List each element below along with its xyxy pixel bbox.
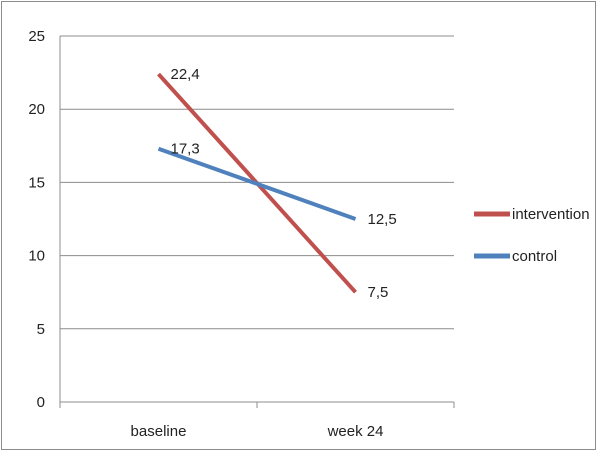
data-label: 17,3 (171, 141, 200, 158)
x-tick-label: baseline (131, 423, 187, 440)
y-tick-label: 0 (37, 394, 45, 411)
data-label: 12,5 (368, 211, 397, 228)
y-tick-label: 10 (28, 248, 45, 265)
x-tick-label: week 24 (327, 423, 384, 440)
legend-label: intervention (512, 206, 590, 223)
legend-label: control (512, 248, 557, 265)
y-tick-label: 15 (28, 174, 45, 191)
y-tick-label: 5 (37, 321, 45, 338)
y-tick-label: 25 (28, 28, 45, 45)
y-tick-label: 20 (28, 101, 45, 118)
series-line-control (157, 146, 357, 221)
data-label: 7,5 (368, 284, 389, 301)
data-label: 22,4 (171, 66, 200, 83)
